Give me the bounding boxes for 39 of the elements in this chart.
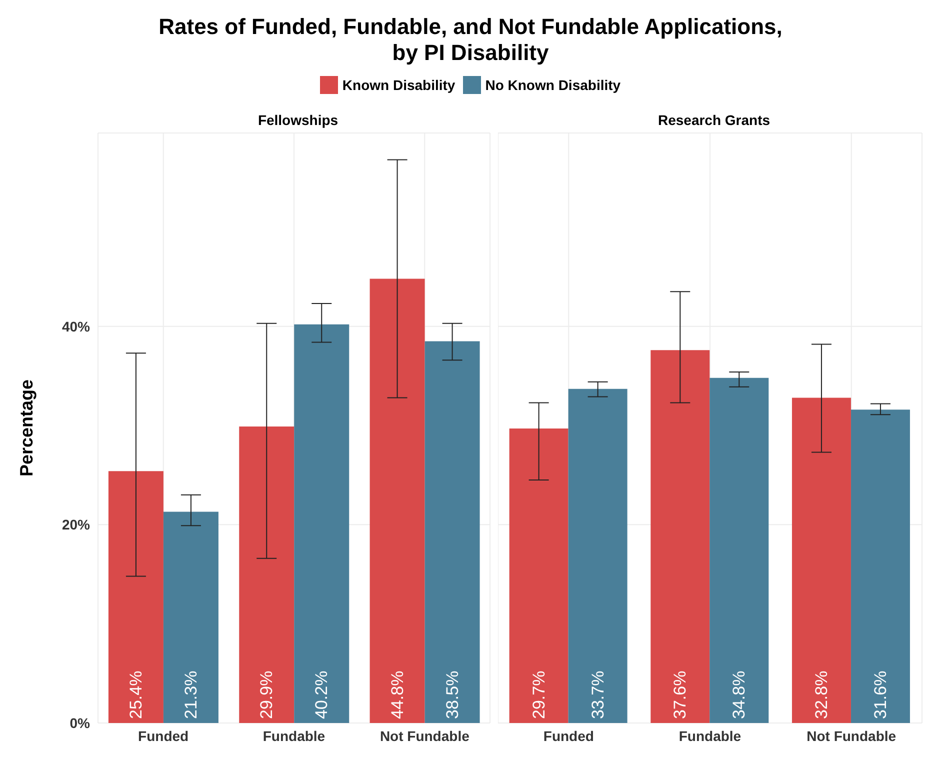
x-tick-label: Fundable <box>678 728 742 744</box>
chart-title: Rates of Funded, Fundable, and Not Fundable Applications, by PI Disability <box>158 14 784 66</box>
x-tick-label: Fundable <box>262 728 326 744</box>
bar <box>710 378 769 723</box>
chart-subtitle: Fellowships <box>256 112 340 128</box>
bar <box>650 350 710 723</box>
chart-subtitle: Research Grants <box>656 112 772 128</box>
data-label: 21.3% <box>181 670 200 719</box>
bar <box>294 324 350 723</box>
bar <box>792 398 851 723</box>
data-label: 33.7% <box>588 670 608 719</box>
legend-label: No Known Disability <box>484 76 621 94</box>
y-axis-title: Percentage <box>16 379 36 477</box>
bar <box>568 388 628 723</box>
x-tick-label: Not Fundable <box>806 728 896 744</box>
data-label: 40.2% <box>312 670 332 719</box>
data-label: 31.6% <box>870 670 890 719</box>
x-tick-label: Funded <box>543 728 594 744</box>
bar <box>850 410 910 723</box>
y-tick-label: 40% <box>62 318 91 334</box>
data-label: 25.4% <box>126 670 146 719</box>
bar <box>424 341 480 723</box>
data-label: 44.8% <box>388 670 407 719</box>
data-label: 29.9% <box>257 670 276 719</box>
bar <box>370 278 425 723</box>
bar <box>108 471 164 723</box>
data-label: 37.6% <box>670 670 690 719</box>
bar <box>239 426 294 723</box>
data-label: 29.7% <box>529 670 548 719</box>
x-tick-label: Funded <box>138 728 189 744</box>
data-label: 38.5% <box>442 670 462 719</box>
bar <box>509 428 568 723</box>
legend-label: Known Disability <box>341 76 456 94</box>
data-label: 32.8% <box>812 670 831 719</box>
x-tick-label: Not Fundable <box>380 728 470 744</box>
y-tick-label: 0% <box>70 714 91 731</box>
y-tick-label: 20% <box>62 516 91 533</box>
data-label: 34.8% <box>730 670 749 719</box>
bar <box>163 512 218 723</box>
